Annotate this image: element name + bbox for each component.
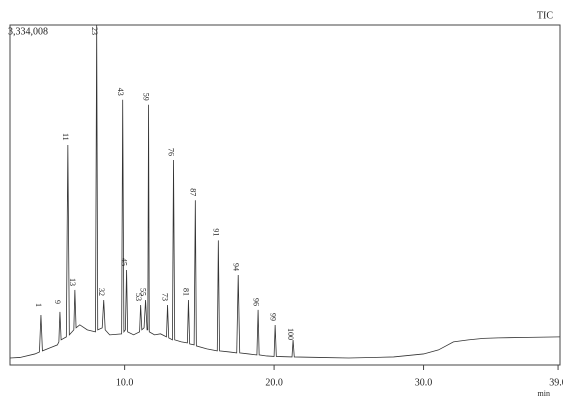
peak-label: 96 xyxy=(251,298,260,306)
peak-label: 100 xyxy=(286,328,295,340)
peak-label: 9 xyxy=(53,300,62,304)
peak-label: 53 xyxy=(134,293,143,301)
peak-label: 81 xyxy=(182,288,191,296)
x-axis-label: min xyxy=(538,389,550,398)
x-tick-label: 30.0 xyxy=(415,377,433,388)
peak-label: 43 xyxy=(116,88,125,96)
tic-trace xyxy=(9,24,560,359)
peak-label: 73 xyxy=(161,293,170,301)
x-tick-label: 10.0 xyxy=(116,377,134,388)
y-tick-label: 3,334,008 xyxy=(8,26,48,37)
peak-label: 55 xyxy=(139,288,148,296)
peak-label: 76 xyxy=(167,148,176,156)
peak-label: 91 xyxy=(211,228,220,236)
peak-label: 99 xyxy=(268,313,277,321)
peak-label: 23 xyxy=(90,27,99,35)
plot-frame xyxy=(9,24,561,366)
x-tick-label: 20.0 xyxy=(265,377,283,388)
peak-label: 94 xyxy=(231,263,240,271)
peak-label: 11 xyxy=(61,133,70,141)
chart-title: TIC xyxy=(537,10,553,21)
peak-label: 1 xyxy=(34,303,43,307)
peak-label: 32 xyxy=(97,288,106,296)
x-tick-label: 39.0 xyxy=(549,377,563,388)
peak-label: 59 xyxy=(142,93,151,101)
peak-label: 87 xyxy=(188,188,197,196)
peak-label: 45 xyxy=(120,258,129,266)
peak-label: 13 xyxy=(68,278,77,286)
